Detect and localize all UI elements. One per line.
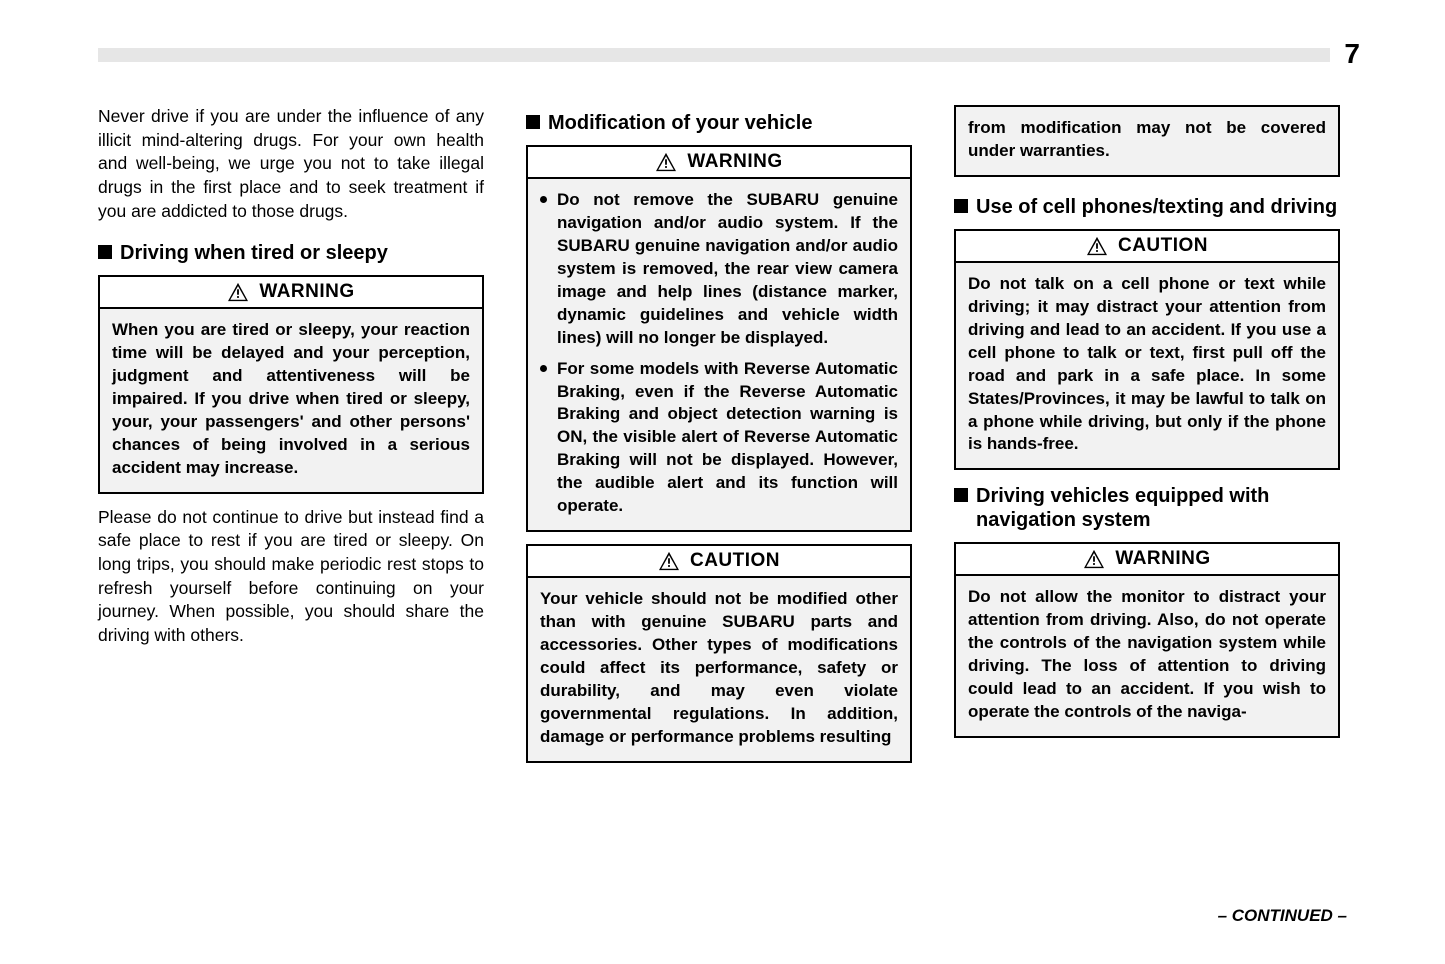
section-heading-navigation: Driving vehicles equipped with navigatio… bbox=[954, 484, 1340, 532]
continuation-box: from modification may not be covered und… bbox=[954, 105, 1340, 177]
caution-triangle-icon bbox=[1086, 236, 1108, 256]
column-3: from modification may not be covered und… bbox=[954, 105, 1340, 775]
warning-header: WARNING bbox=[956, 544, 1338, 576]
column-1: Never drive if you are under the influen… bbox=[98, 105, 484, 775]
list-item: For some models with Reverse Automatic B… bbox=[540, 358, 898, 519]
warning-box-tired: WARNING When you are tired or sleepy, yo… bbox=[98, 275, 484, 494]
page-number: 7 bbox=[1344, 38, 1360, 70]
warning-body: When you are tired or sleepy, your react… bbox=[100, 309, 482, 492]
heading-text: Modification of your vehicle bbox=[548, 111, 812, 135]
header-rule bbox=[98, 48, 1330, 62]
heading-bullet-icon bbox=[526, 115, 540, 129]
caution-header: CAUTION bbox=[528, 546, 910, 578]
list-item: Do not remove the SUBARU genuine navigat… bbox=[540, 189, 898, 350]
warning-list: Do not remove the SUBARU genuine navigat… bbox=[540, 189, 898, 518]
continued-footer: – CONTINUED – bbox=[1218, 906, 1347, 926]
heading-bullet-icon bbox=[98, 245, 112, 259]
warning-header: WARNING bbox=[100, 277, 482, 309]
caution-label: CAUTION bbox=[1118, 235, 1208, 257]
caution-header: CAUTION bbox=[956, 231, 1338, 263]
warning-box-navigation: WARNING Do not allow the monitor to dist… bbox=[954, 542, 1340, 738]
section-heading-tired: Driving when tired or sleepy bbox=[98, 241, 484, 265]
caution-triangle-icon bbox=[658, 551, 680, 571]
bullet-dot-icon bbox=[540, 196, 547, 203]
caution-label: CAUTION bbox=[690, 550, 780, 572]
caution-box-cellphones: CAUTION Do not talk on a cell phone or t… bbox=[954, 229, 1340, 471]
column-2: Modification of your vehicle WARNING Do … bbox=[526, 105, 912, 775]
heading-bullet-icon bbox=[954, 488, 968, 502]
heading-bullet-icon bbox=[954, 199, 968, 213]
heading-text: Driving when tired or sleepy bbox=[120, 241, 388, 265]
caution-body: Do not talk on a cell phone or text whil… bbox=[956, 263, 1338, 469]
warning-triangle-icon bbox=[655, 152, 677, 172]
followup-paragraph: Please do not continue to drive but inst… bbox=[98, 506, 484, 648]
warning-triangle-icon bbox=[1083, 549, 1105, 569]
warning-body: Do not remove the SUBARU genuine navigat… bbox=[528, 179, 910, 530]
page-columns: Never drive if you are under the influen… bbox=[98, 105, 1348, 775]
list-item-text: For some models with Reverse Automatic B… bbox=[557, 358, 898, 519]
intro-paragraph: Never drive if you are under the influen… bbox=[98, 105, 484, 223]
caution-box-modification: CAUTION Your vehicle should not be modif… bbox=[526, 544, 912, 763]
heading-text: Driving vehicles equipped with navigatio… bbox=[976, 484, 1340, 532]
section-heading-cellphones: Use of cell phones/texting and driving bbox=[954, 195, 1340, 219]
section-heading-modification: Modification of your vehicle bbox=[526, 111, 912, 135]
warning-label: WARNING bbox=[687, 151, 782, 173]
list-item-text: Do not remove the SUBARU genuine navigat… bbox=[557, 189, 898, 350]
warning-box-modification: WARNING Do not remove the SUBARU genuine… bbox=[526, 145, 912, 532]
warning-label: WARNING bbox=[259, 281, 354, 303]
warning-header: WARNING bbox=[528, 147, 910, 179]
bullet-dot-icon bbox=[540, 365, 547, 372]
warning-body: Do not allow the monitor to distract you… bbox=[956, 576, 1338, 736]
warning-triangle-icon bbox=[227, 282, 249, 302]
caution-body: Your vehicle should not be modified othe… bbox=[528, 578, 910, 761]
warning-label: WARNING bbox=[1115, 548, 1210, 570]
heading-text: Use of cell phones/texting and driving bbox=[976, 195, 1337, 219]
